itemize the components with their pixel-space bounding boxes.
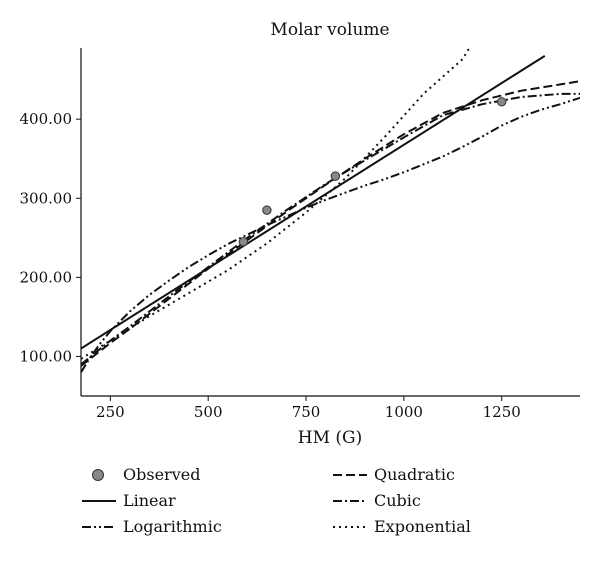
legend-item-quadratic: Quadratic bbox=[333, 465, 455, 484]
x-tick-label: 1250 bbox=[483, 403, 521, 421]
x-tick-label: 250 bbox=[96, 403, 125, 421]
y-tick-label: 200.00 bbox=[20, 268, 73, 286]
legend-label: Exponential bbox=[374, 517, 471, 536]
legend-label: Quadratic bbox=[374, 465, 455, 484]
legend-marker bbox=[92, 469, 104, 481]
series-exponential-line bbox=[81, 45, 472, 360]
series-logarithmic-line bbox=[81, 96, 580, 373]
legend-label: Observed bbox=[123, 465, 200, 484]
y-tick-label: 400.00 bbox=[20, 110, 73, 128]
axes bbox=[80, 48, 580, 397]
legend-item-logarithmic: Logarithmic bbox=[82, 517, 222, 536]
x-tick-label: 750 bbox=[292, 403, 321, 421]
legend: Observed Quadratic Linear Cubic Logarithmic E… bbox=[82, 465, 471, 536]
series-observed-point bbox=[330, 171, 341, 181]
series-quadratic-line bbox=[81, 80, 580, 367]
series-observed-point bbox=[262, 205, 272, 215]
x-tick-label: 1000 bbox=[385, 403, 423, 421]
legend-item-exponential: Exponential bbox=[333, 517, 471, 536]
legend-label: Cubic bbox=[374, 491, 421, 510]
series-observed-point bbox=[238, 237, 249, 247]
legend-item-linear: Linear bbox=[82, 491, 176, 510]
legend-label: Logarithmic bbox=[123, 517, 222, 536]
legend-item-cubic: Cubic bbox=[333, 491, 421, 510]
x-ticks: 250 500 750 1000 1250 bbox=[96, 396, 521, 421]
legend-item-observed: Observed bbox=[92, 465, 200, 484]
chart-title: Molar volume bbox=[270, 20, 389, 40]
plot-area bbox=[81, 45, 580, 373]
x-axis-label: HM (G) bbox=[298, 428, 362, 448]
y-tick-label: 300.00 bbox=[20, 189, 73, 207]
series-observed-point bbox=[497, 97, 507, 107]
legend-label: Linear bbox=[123, 491, 176, 510]
x-tick-label: 500 bbox=[194, 403, 223, 421]
y-tick-label: 100.00 bbox=[20, 347, 73, 365]
y-ticks: 100.00 200.00 300.00 400.00 bbox=[20, 110, 81, 365]
